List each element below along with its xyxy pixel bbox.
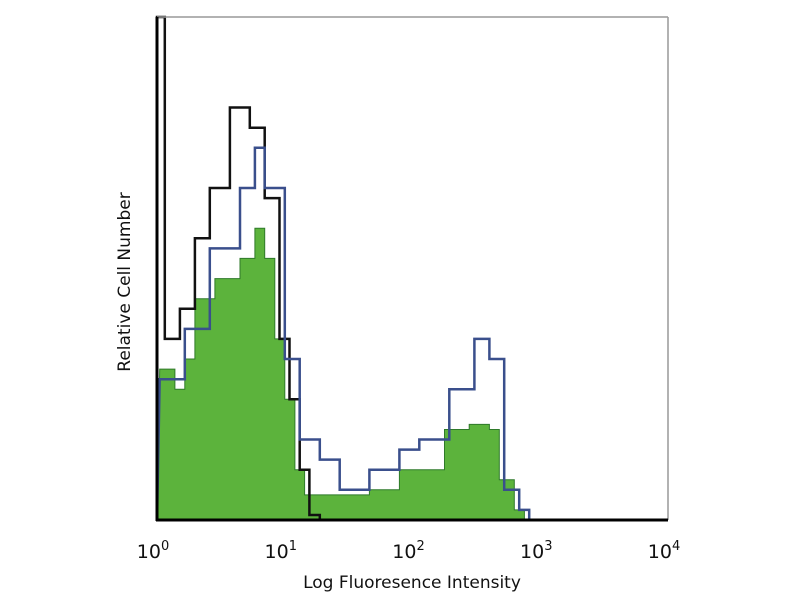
y-axis-label: Relative Cell Number [115, 192, 135, 371]
x-tick-label: 104 [648, 539, 680, 563]
x-axis-label: Log Fluoresence Intensity [303, 573, 521, 593]
x-tick-label: 100 [137, 539, 169, 563]
histogram-outline-series [155, 146, 531, 521]
x-tick-label: 101 [265, 539, 297, 563]
histogram-outline-series [155, 15, 322, 520]
x-tick-label: 102 [392, 539, 424, 563]
x-tick-label: 103 [520, 539, 552, 563]
